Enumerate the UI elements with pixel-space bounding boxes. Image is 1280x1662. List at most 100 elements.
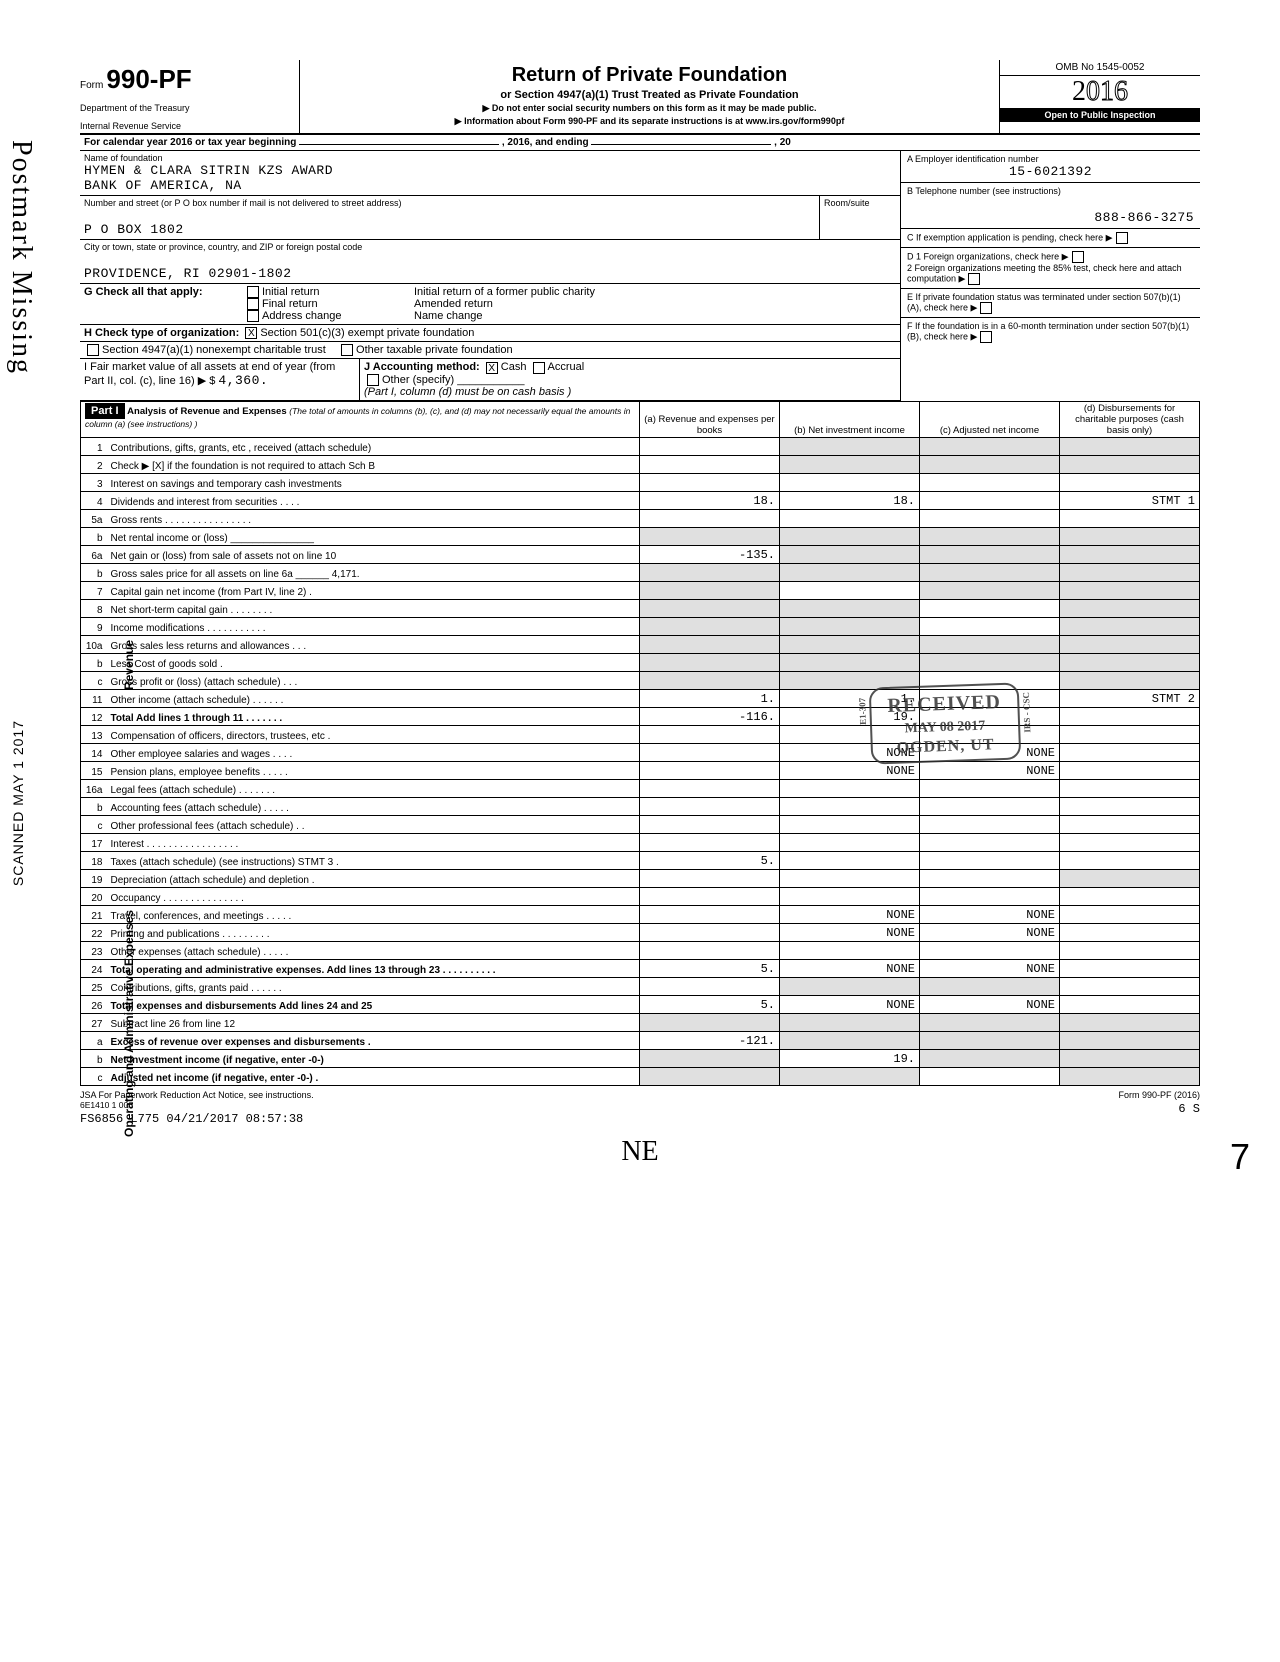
city: PROVIDENCE, RI 02901-1802 <box>84 266 896 281</box>
name-label: Name of foundation <box>84 153 896 163</box>
table-row: aExcess of revenue over expenses and dis… <box>81 1031 1200 1049</box>
calendar-year-row: For calendar year 2016 or tax year begin… <box>80 135 1200 151</box>
table-row: 9Income modifications . . . . . . . . . … <box>81 617 1200 635</box>
calendar-label: For calendar year 2016 or tax year begin… <box>80 135 1200 150</box>
table-row: 17Interest . . . . . . . . . . . . . . .… <box>81 833 1200 851</box>
form-990pf: Form 990-PF Department of the Treasury I… <box>80 60 1200 1168</box>
cal-prefix: For calendar year 2016 or tax year begin… <box>84 137 296 148</box>
year-outline: 016 <box>1086 76 1128 107</box>
f-label: F If the foundation is in a 60-month ter… <box>907 321 1189 341</box>
h-label: H Check type of organization: <box>84 327 239 339</box>
table-row: 24Total operating and administrative exp… <box>81 959 1200 977</box>
cal-end: , 20 <box>774 137 791 148</box>
side-revenue: Revenue <box>122 640 136 690</box>
g6: Name change <box>414 310 483 322</box>
h2: Section 4947(a)(1) nonexempt charitable … <box>102 344 326 356</box>
part1-title: Analysis of Revenue and Expenses <box>127 406 286 417</box>
check-final[interactable] <box>247 298 259 310</box>
table-row: 11Other income (attach schedule) . . . .… <box>81 689 1200 707</box>
foundation-name2: BANK OF AMERICA, NA <box>84 178 896 193</box>
form-number: 990-PF <box>106 64 191 94</box>
table-row: bLess Cost of goods sold . <box>81 653 1200 671</box>
g3: Address change <box>262 310 342 322</box>
city-label: City or town, state or province, country… <box>84 242 896 252</box>
g2: Final return <box>262 298 318 310</box>
table-row: 20Occupancy . . . . . . . . . . . . . . … <box>81 887 1200 905</box>
table-row: 14Other employee salaries and wages . . … <box>81 743 1200 761</box>
check-initial[interactable] <box>247 286 259 298</box>
info-right: A Employer identification number 15-6021… <box>900 151 1200 401</box>
check-e[interactable] <box>980 302 992 314</box>
table-row: bNet investment income (if negative, ent… <box>81 1049 1200 1067</box>
check-address[interactable] <box>247 310 259 322</box>
foundation-name: HYMEN & CLARA SITRIN KZS AWARD <box>84 163 896 178</box>
table-row: 16aLegal fees (attach schedule) . . . . … <box>81 779 1200 797</box>
table-row: 19Depreciation (attach schedule) and dep… <box>81 869 1200 887</box>
j1: Cash <box>501 361 527 373</box>
table-row: cOther professional fees (attach schedul… <box>81 815 1200 833</box>
check-f[interactable] <box>980 331 992 343</box>
table-row: 26Total expenses and disbursements Add l… <box>81 995 1200 1013</box>
check-d2[interactable] <box>968 273 980 285</box>
table-row: 27Subtract line 26 from line 12 <box>81 1013 1200 1031</box>
footer: JSA For Paperwork Reduction Act Notice, … <box>80 1090 1200 1126</box>
table-row: 21Travel, conferences, and meetings . . … <box>81 905 1200 923</box>
table-row: 1Contributions, gifts, grants, etc , rec… <box>81 437 1200 455</box>
info-left: Name of foundation HYMEN & CLARA SITRIN … <box>80 151 900 401</box>
part1-label: Part I <box>85 403 125 419</box>
table-row: bNet rental income or (loss) ___________… <box>81 527 1200 545</box>
g5: Amended return <box>414 298 493 310</box>
table-row: 5aGross rents . . . . . . . . . . . . . … <box>81 509 1200 527</box>
d1-label: D 1 Foreign organizations, check here <box>907 251 1059 261</box>
year-prefix: 2 <box>1072 76 1086 107</box>
table-row: bAccounting fees (attach schedule) . . .… <box>81 797 1200 815</box>
jsa-note: JSA For Paperwork Reduction Act Notice, … <box>80 1090 314 1100</box>
h1: Section 501(c)(3) exempt private foundat… <box>260 327 474 339</box>
i-label: I Fair market value of all assets at end… <box>84 361 335 387</box>
check-cash[interactable]: X <box>486 362 498 374</box>
check-other-tax[interactable] <box>341 344 353 356</box>
address: P O BOX 1802 <box>84 222 815 237</box>
table-row: 3Interest on savings and temporary cash … <box>81 473 1200 491</box>
g1: Initial return <box>262 286 319 298</box>
check-d1[interactable] <box>1072 251 1084 263</box>
table-row: 4Dividends and interest from securities … <box>81 491 1200 509</box>
table-row: cAdjusted net income (if negative, enter… <box>81 1067 1200 1085</box>
table-row: 15Pension plans, employee benefits . . .… <box>81 761 1200 779</box>
check-4947[interactable] <box>87 344 99 356</box>
table-row: cGross profit or (loss) (attach schedule… <box>81 671 1200 689</box>
table-row: 10aGross sales less returns and allowanc… <box>81 635 1200 653</box>
e-label: E If private foundation status was termi… <box>907 292 1181 312</box>
info-section: Name of foundation HYMEN & CLARA SITRIN … <box>80 151 1200 401</box>
j-label: J Accounting method: <box>364 361 480 373</box>
form-number-box: Form 990-PF Department of the Treasury I… <box>80 60 300 133</box>
addr-label: Number and street (or P O box number if … <box>84 198 815 208</box>
d2-label: 2 Foreign organizations meeting the 85% … <box>907 263 1182 283</box>
fmv-value: 4,360. <box>218 373 268 388</box>
table-row: 6aNet gain or (loss) from sale of assets… <box>81 545 1200 563</box>
table-row: 13Compensation of officers, directors, t… <box>81 725 1200 743</box>
form-header: Form 990-PF Department of the Treasury I… <box>80 60 1200 135</box>
phone-label: B Telephone number (see instructions) <box>907 186 1194 196</box>
table-row: bGross sales price for all assets on lin… <box>81 563 1200 581</box>
check-501c3[interactable]: X <box>245 327 257 339</box>
tax-year: 2016 <box>1000 76 1200 108</box>
part1-table: Part I Analysis of Revenue and Expenses … <box>80 401 1200 1086</box>
omb-year-box: OMB No 1545-0052 2016 Open to Public Ins… <box>1000 60 1200 133</box>
table-row: 12Total Add lines 1 through 11 . . . . .… <box>81 707 1200 725</box>
col-d: (d) Disbursements for charitable purpose… <box>1060 401 1200 437</box>
form-word: Form <box>80 80 103 91</box>
j3: Other (specify) <box>382 374 454 386</box>
check-accrual[interactable] <box>533 362 545 374</box>
cal-mid: , 2016, and ending <box>502 137 589 148</box>
check-other-method[interactable] <box>367 374 379 386</box>
side-operating: Operating and Administrative Expenses <box>122 910 136 1137</box>
table-row: 2Check ▶ [X] if the foundation is not re… <box>81 455 1200 473</box>
room-label: Room/suite <box>824 198 896 208</box>
print-stamp: FS6856 L775 04/21/2017 08:57:38 <box>80 1112 314 1126</box>
ein: 15-6021392 <box>907 164 1194 179</box>
check-c[interactable] <box>1116 232 1128 244</box>
main-title: Return of Private Foundation <box>310 64 989 87</box>
form-ref: Form 990-PF (2016) <box>1118 1090 1200 1100</box>
g4: Initial return of a former public charit… <box>414 286 595 298</box>
